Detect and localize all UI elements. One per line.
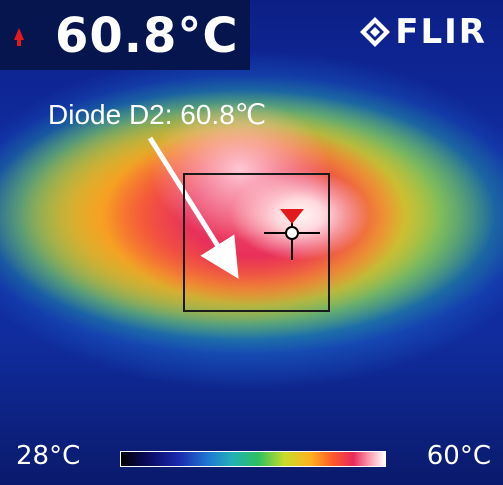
crosshair-spot-icon (264, 209, 320, 260)
hotspot-marker-icon (280, 209, 304, 224)
diode-annotation-label: Diode D2: 60.8℃ (48, 99, 267, 130)
temperature-readout-panel: 60.8°C (0, 0, 250, 70)
flir-diamond-icon (360, 17, 391, 47)
scale-max-label: 60°C (426, 441, 491, 471)
measurement-box (183, 173, 330, 312)
max-temperature-arrow-icon (14, 28, 24, 40)
flir-logo-text: FLIR (395, 12, 487, 52)
annotation-arrow (147, 136, 239, 279)
scale-min-label: 28°C (16, 441, 81, 471)
temperature-color-scale (120, 451, 386, 467)
max-temperature-arrow-stem (17, 40, 21, 46)
temperature-readout: 60.8°C (55, 8, 239, 64)
flir-logo: FLIR (359, 12, 487, 52)
